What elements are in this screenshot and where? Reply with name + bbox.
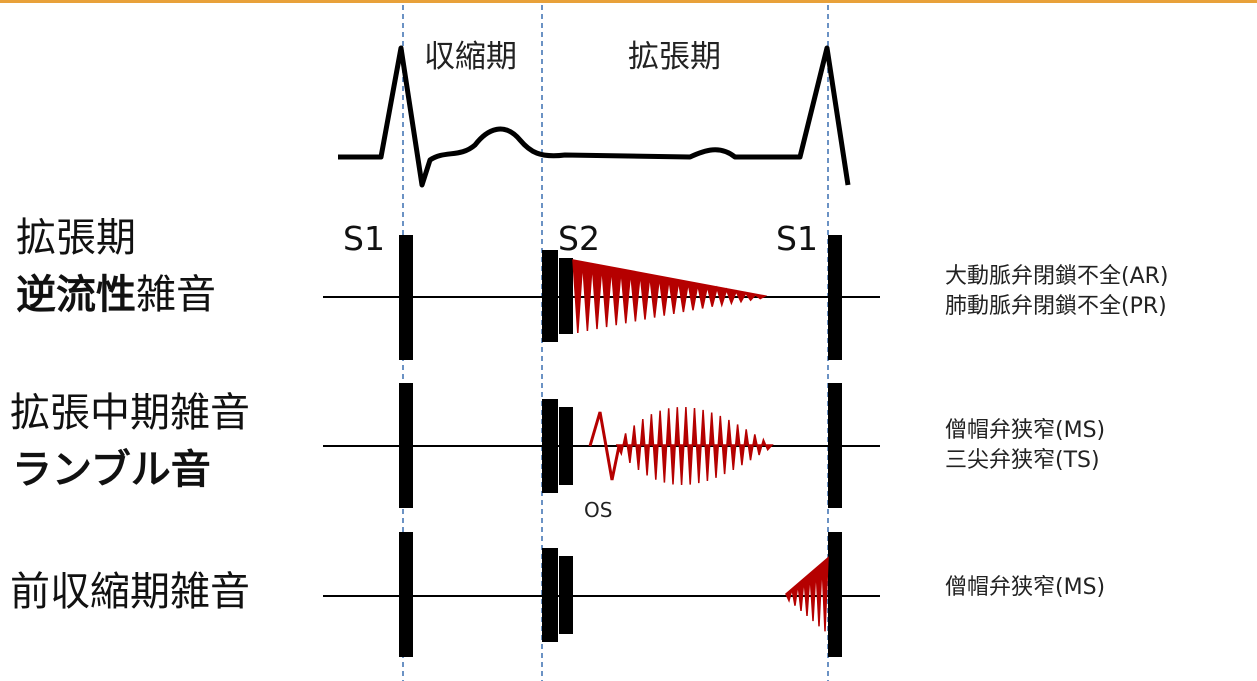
disease-pr: 肺動脈弁閉鎖不全(PR)	[945, 294, 1167, 319]
sound-label-s1-right: S1	[776, 219, 818, 258]
s2-bar-row-3-a	[542, 548, 558, 642]
s1-bar-row-2-left	[399, 383, 413, 508]
disease-ar: 大動脈弁閉鎖不全(AR)	[945, 264, 1169, 289]
murmur-rumble-waveform	[615, 407, 774, 486]
s1-bar-row-1-left	[399, 235, 413, 360]
s2-bar-row-1-a	[542, 250, 558, 342]
row-1-diseases: 大動脈弁閉鎖不全(AR) 肺動脈弁閉鎖不全(PR)	[945, 262, 1169, 322]
s2-bar-row-2-b	[559, 407, 573, 485]
s1-bar-row-2-right	[828, 383, 842, 508]
ecg-trace	[338, 45, 851, 188]
opening-snap-waveform	[588, 411, 621, 481]
phase-label-systole: 収縮期	[424, 39, 517, 75]
sound-label-s1-left: S1	[343, 219, 385, 258]
row-3-diseases: 僧帽弁狭窄(MS)	[945, 573, 1105, 603]
row-2-diseases: 僧帽弁狭窄(MS) 三尖弁狭窄(TS)	[945, 416, 1105, 476]
row-3-label-line-1: 前収縮期雑音	[10, 569, 250, 615]
s1-bar-row-1-right	[828, 235, 842, 360]
row-1-label-rest-part: 雑音	[136, 272, 216, 318]
disease-ts: 三尖弁狭窄(TS)	[945, 448, 1100, 473]
row-1-label-line-2: 逆流性雑音	[16, 275, 216, 315]
disease-ms-presystolic: 僧帽弁狭窄(MS)	[945, 575, 1106, 600]
row-1-label-line-1: 拡張期	[16, 215, 136, 261]
row-2-label-line-2: ランブル音	[12, 447, 211, 493]
row-1-label-bold-part: 逆流性	[16, 272, 136, 318]
murmur-decrescendo-waveform	[572, 259, 768, 334]
top-accent-border	[0, 0, 1257, 3]
s1-bar-row-3-right	[828, 532, 842, 657]
disease-ms: 僧帽弁狭窄(MS)	[945, 418, 1106, 443]
s2-bar-row-2-a	[542, 399, 558, 493]
opening-snap-label: OS	[584, 498, 613, 522]
s2-bar-row-1-b	[559, 258, 573, 334]
sound-label-s2: S2	[558, 219, 600, 258]
s2-bar-row-3-b	[559, 556, 573, 634]
murmur-presystolic-waveform	[785, 556, 829, 632]
s1-bar-row-3-left	[399, 532, 413, 657]
phase-label-diastole: 拡張期	[628, 39, 721, 75]
row-2-label-line-1: 拡張中期雑音	[10, 390, 250, 436]
